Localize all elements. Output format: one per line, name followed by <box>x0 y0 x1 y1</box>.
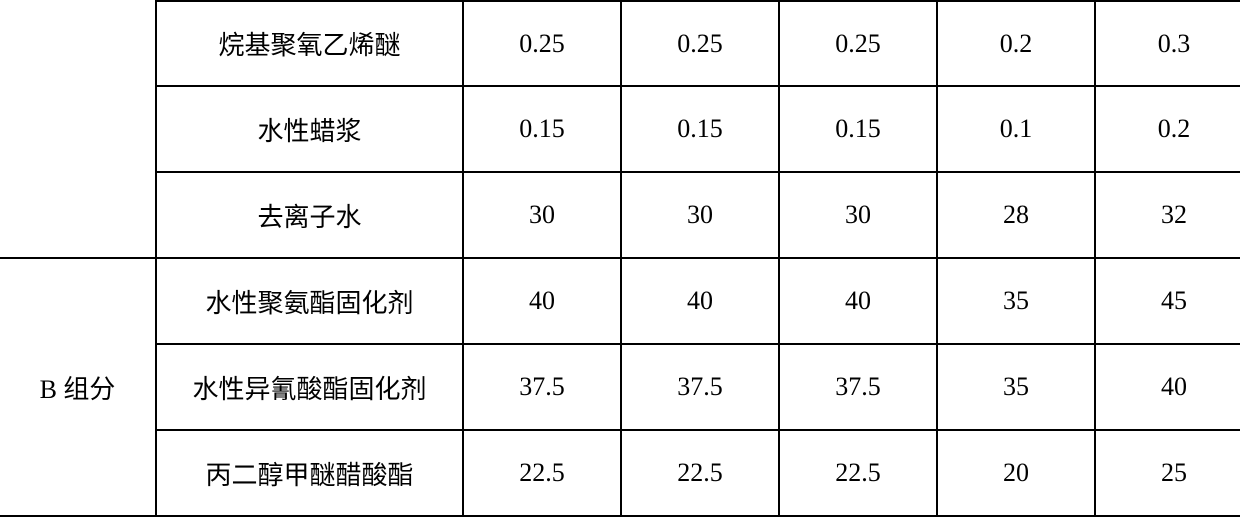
cell-value: 0.2 <box>1000 29 1033 58</box>
cell-value: 28 <box>1003 200 1029 229</box>
composition-table: 烷基聚氧乙烯醚 0.25 0.25 0.25 0.2 0.3 水性蜡浆 0.15… <box>0 0 1240 517</box>
row-name: 丙二醇甲醚醋酸酯 <box>205 461 413 490</box>
cell-value: 35 <box>1003 286 1029 315</box>
cell-value: 40 <box>529 286 555 315</box>
row-name: 水性聚氨酯固化剂 <box>205 289 413 318</box>
table-row: 水性异氰酸酯固化剂 37.5 37.5 37.5 35 40 <box>0 344 1240 430</box>
value-cell: 30 <box>779 172 937 258</box>
value-cell: 22.5 <box>463 430 621 516</box>
value-cell: 0.2 <box>1095 86 1240 172</box>
cell-value: 0.25 <box>519 29 565 58</box>
value-cell: 37.5 <box>621 344 779 430</box>
cell-value: 22.5 <box>677 458 723 487</box>
cell-value: 45 <box>1161 286 1187 315</box>
cell-value: 35 <box>1003 372 1029 401</box>
row-name-cell: 烷基聚氧乙烯醚 <box>156 1 463 86</box>
table-row: 去离子水 30 30 30 28 32 <box>0 172 1240 258</box>
value-cell: 0.3 <box>1095 1 1240 86</box>
table-row: 丙二醇甲醚醋酸酯 22.5 22.5 22.5 20 25 <box>0 430 1240 516</box>
cell-value: 0.25 <box>677 29 723 58</box>
value-cell: 30 <box>463 172 621 258</box>
value-cell: 0.25 <box>463 1 621 86</box>
row-name: 去离子水 <box>257 203 361 232</box>
value-cell: 0.1 <box>937 86 1095 172</box>
cell-value: 40 <box>1161 372 1187 401</box>
row-name-cell: 水性聚氨酯固化剂 <box>156 258 463 344</box>
value-cell: 0.25 <box>621 1 779 86</box>
value-cell: 45 <box>1095 258 1240 344</box>
cell-value: 22.5 <box>835 458 881 487</box>
value-cell: 40 <box>621 258 779 344</box>
cell-value: 0.3 <box>1158 29 1191 58</box>
row-name-cell: 水性蜡浆 <box>156 86 463 172</box>
cell-value: 0.15 <box>677 114 723 143</box>
table-row: 烷基聚氧乙烯醚 0.25 0.25 0.25 0.2 0.3 <box>0 1 1240 86</box>
row-name: 烷基聚氧乙烯醚 <box>218 31 400 60</box>
value-cell: 28 <box>937 172 1095 258</box>
value-cell: 25 <box>1095 430 1240 516</box>
table-row: 水性蜡浆 0.15 0.15 0.15 0.1 0.2 <box>0 86 1240 172</box>
group-label-cell: B 组分 <box>0 258 156 516</box>
cell-value: 0.25 <box>835 29 881 58</box>
value-cell: 22.5 <box>621 430 779 516</box>
cell-value: 40 <box>687 286 713 315</box>
value-cell: 22.5 <box>779 430 937 516</box>
value-cell: 0.15 <box>779 86 937 172</box>
cell-value: 32 <box>1161 200 1187 229</box>
cell-value: 0.2 <box>1158 114 1191 143</box>
cell-value: 37.5 <box>519 372 565 401</box>
value-cell: 37.5 <box>779 344 937 430</box>
cell-value: 0.15 <box>519 114 565 143</box>
value-cell: 0.15 <box>463 86 621 172</box>
cell-value: 37.5 <box>677 372 723 401</box>
row-name: 水性异氰酸酯固化剂 <box>192 375 426 404</box>
value-cell: 20 <box>937 430 1095 516</box>
value-cell: 0.25 <box>779 1 937 86</box>
value-cell: 40 <box>1095 344 1240 430</box>
value-cell: 0.15 <box>621 86 779 172</box>
cell-value: 40 <box>845 286 871 315</box>
row-name-cell: 去离子水 <box>156 172 463 258</box>
cell-value: 30 <box>687 200 713 229</box>
cell-value: 22.5 <box>519 458 565 487</box>
value-cell: 40 <box>779 258 937 344</box>
value-cell: 35 <box>937 344 1095 430</box>
group-label: B 组分 <box>40 375 116 404</box>
cell-value: 30 <box>529 200 555 229</box>
cell-value: 25 <box>1161 458 1187 487</box>
table-row: B 组分 水性聚氨酯固化剂 40 40 40 35 45 <box>0 258 1240 344</box>
value-cell: 37.5 <box>463 344 621 430</box>
row-name: 水性蜡浆 <box>257 117 361 146</box>
row-name-cell: 水性异氰酸酯固化剂 <box>156 344 463 430</box>
cell-value: 20 <box>1003 458 1029 487</box>
cell-value: 0.1 <box>1000 114 1033 143</box>
cell-value: 30 <box>845 200 871 229</box>
value-cell: 32 <box>1095 172 1240 258</box>
row-name-cell: 丙二醇甲醚醋酸酯 <box>156 430 463 516</box>
value-cell: 0.2 <box>937 1 1095 86</box>
cell-value: 0.15 <box>835 114 881 143</box>
cell-value: 37.5 <box>835 372 881 401</box>
value-cell: 30 <box>621 172 779 258</box>
composition-table-wrap: 烷基聚氧乙烯醚 0.25 0.25 0.25 0.2 0.3 水性蜡浆 0.15… <box>0 0 1240 515</box>
group-label-cell <box>0 1 156 258</box>
value-cell: 40 <box>463 258 621 344</box>
value-cell: 35 <box>937 258 1095 344</box>
